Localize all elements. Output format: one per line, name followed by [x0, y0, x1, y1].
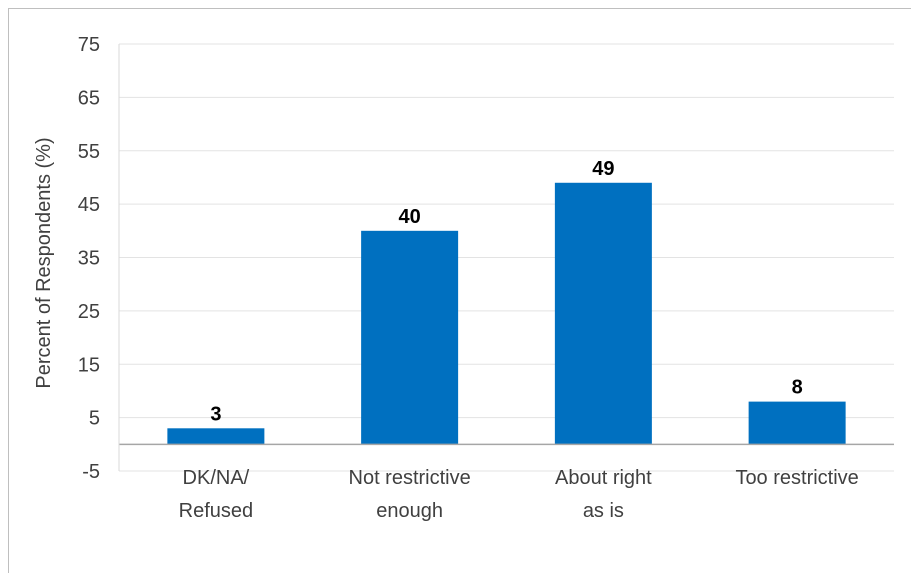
y-tick-label: 25 [78, 301, 100, 323]
y-tick-label: -5 [82, 461, 100, 483]
bars [167, 182, 846, 445]
data-label: 40 [399, 206, 421, 228]
bar [748, 401, 846, 445]
data-label: 8 [792, 377, 803, 399]
data-labels: 3 40 49 8 [210, 158, 802, 426]
y-tick-label: 15 [78, 354, 100, 376]
chart-frame [8, 8, 911, 573]
category-label: Refused [179, 500, 254, 522]
data-label: 3 [210, 403, 221, 425]
y-tick-label: 75 [78, 34, 100, 56]
category-label: Not restrictive [349, 467, 471, 489]
y-axis-label: Percent of Respondents (%) [33, 137, 55, 388]
y-tick-label: 55 [78, 141, 100, 163]
category-label: DK/NA/ [183, 467, 250, 489]
gridlines [119, 43, 894, 472]
category-label: as is [583, 500, 624, 522]
y-tick-label: 5 [89, 408, 100, 430]
category-label: About right [555, 467, 652, 489]
category-labels: DK/NA/Refused Not restrictive enough About … [179, 467, 859, 522]
y-tick-label: 45 [78, 194, 100, 216]
y-tick-label: 65 [78, 87, 100, 109]
bar [361, 230, 459, 445]
data-label: 49 [592, 158, 614, 180]
category-label: enough [376, 500, 443, 522]
y-tick-labels: 75 65 55 45 35 25 15 5 -5 [78, 34, 100, 483]
category-label: Too restrictive [735, 467, 858, 489]
bar [554, 182, 652, 445]
y-tick-label: 35 [78, 248, 100, 270]
bar [167, 428, 265, 445]
